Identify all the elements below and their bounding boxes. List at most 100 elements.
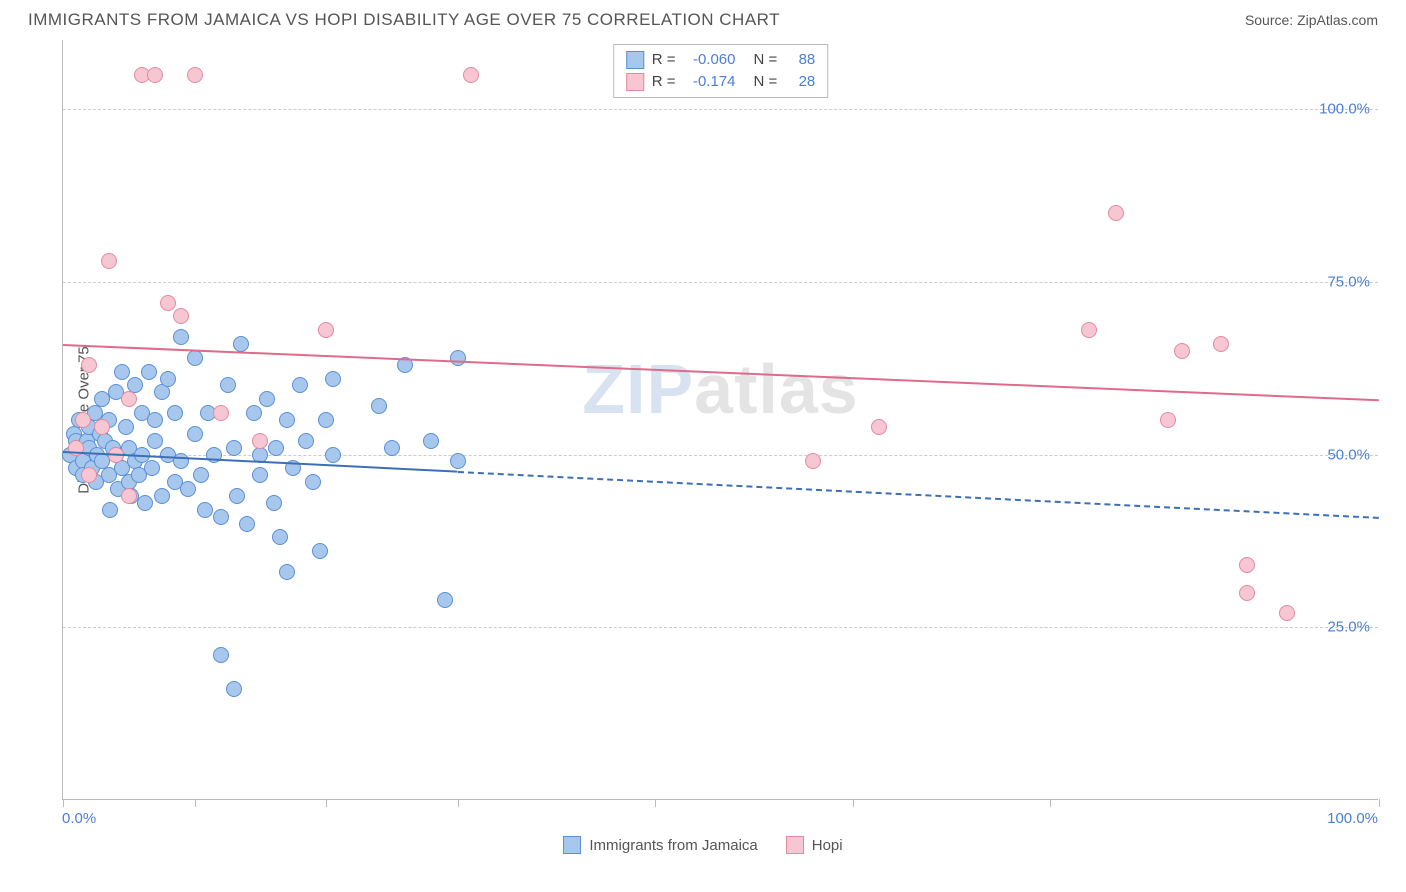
- scatter-point: [292, 377, 308, 393]
- legend-label: Hopi: [812, 837, 843, 854]
- scatter-point: [229, 488, 245, 504]
- scatter-point: [167, 405, 183, 421]
- x-tick: [458, 799, 459, 807]
- gridline-h: [63, 627, 1378, 628]
- scatter-point: [102, 502, 118, 518]
- scatter-point: [325, 447, 341, 463]
- scatter-point: [871, 419, 887, 435]
- x-tick-label-min: 0.0%: [62, 810, 96, 827]
- scatter-point: [121, 488, 137, 504]
- scatter-point: [101, 253, 117, 269]
- scatter-point: [450, 453, 466, 469]
- stats-row: R =-0.174N =28: [626, 71, 816, 93]
- scatter-point: [173, 329, 189, 345]
- scatter-point: [118, 419, 134, 435]
- y-tick-label: 50.0%: [1327, 446, 1370, 463]
- x-tick: [326, 799, 327, 807]
- scatter-point: [154, 488, 170, 504]
- legend-bottom: Immigrants from Jamaica Hopi: [0, 836, 1406, 854]
- x-tick: [1050, 799, 1051, 807]
- trend-line-dashed: [458, 471, 1379, 519]
- watermark: ZIPatlas: [582, 349, 858, 429]
- scatter-point: [197, 502, 213, 518]
- scatter-point: [213, 405, 229, 421]
- scatter-point: [1081, 322, 1097, 338]
- stats-n-value: 88: [785, 49, 815, 71]
- watermark-left: ZIP: [582, 350, 694, 428]
- scatter-point: [298, 433, 314, 449]
- stats-r-value: -0.060: [684, 49, 736, 71]
- stats-legend-box: R = -0.060 N = 88R =-0.174N =28: [613, 44, 829, 98]
- scatter-point: [318, 412, 334, 428]
- title-bar: IMMIGRANTS FROM JAMAICA VS HOPI DISABILI…: [0, 0, 1406, 36]
- scatter-point: [268, 440, 284, 456]
- scatter-point: [371, 398, 387, 414]
- scatter-point: [187, 350, 203, 366]
- scatter-point: [233, 336, 249, 352]
- stats-n-value: 28: [785, 71, 815, 93]
- scatter-point: [220, 377, 236, 393]
- y-tick-label: 100.0%: [1319, 101, 1370, 118]
- scatter-point: [180, 481, 196, 497]
- scatter-point: [312, 543, 328, 559]
- scatter-point: [147, 433, 163, 449]
- x-tick-label-max: 100.0%: [1327, 810, 1378, 827]
- scatter-point: [266, 495, 282, 511]
- gridline-h: [63, 109, 1378, 110]
- gridline-h: [63, 282, 1378, 283]
- y-tick-label: 75.0%: [1327, 273, 1370, 290]
- scatter-point: [187, 67, 203, 83]
- scatter-point: [252, 433, 268, 449]
- scatter-point: [463, 67, 479, 83]
- scatter-point: [121, 391, 137, 407]
- legend-swatch: [626, 73, 644, 91]
- scatter-point: [1160, 412, 1176, 428]
- scatter-point: [1108, 205, 1124, 221]
- scatter-point: [213, 647, 229, 663]
- chart-area: Disability Age Over 75 ZIPatlas R =-0.06…: [40, 40, 1378, 800]
- scatter-point: [325, 371, 341, 387]
- x-tick: [655, 799, 656, 807]
- legend-swatch: [563, 836, 581, 854]
- scatter-point: [272, 529, 288, 545]
- scatter-point: [279, 564, 295, 580]
- scatter-point: [1213, 336, 1229, 352]
- scatter-point: [81, 467, 97, 483]
- x-tick: [195, 799, 196, 807]
- scatter-point: [1279, 605, 1295, 621]
- chart-title: IMMIGRANTS FROM JAMAICA VS HOPI DISABILI…: [28, 10, 780, 30]
- scatter-point: [141, 364, 157, 380]
- scatter-point: [384, 440, 400, 456]
- stats-r-label: R =: [652, 49, 676, 71]
- scatter-point: [147, 67, 163, 83]
- legend-item: Immigrants from Jamaica: [563, 836, 757, 854]
- scatter-point: [805, 453, 821, 469]
- scatter-point: [137, 495, 153, 511]
- scatter-point: [423, 433, 439, 449]
- scatter-point: [94, 419, 110, 435]
- plot-region: ZIPatlas R = -0.060 N = 88R =-0.174N =28 25…: [62, 40, 1378, 800]
- source-label: Source: ZipAtlas.com: [1245, 12, 1378, 28]
- y-tick-label: 25.0%: [1327, 619, 1370, 636]
- stats-n-label: N =: [754, 49, 778, 71]
- x-tick: [853, 799, 854, 807]
- scatter-point: [279, 412, 295, 428]
- scatter-point: [160, 295, 176, 311]
- legend-item: Hopi: [786, 836, 843, 854]
- scatter-point: [450, 350, 466, 366]
- scatter-point: [1239, 557, 1255, 573]
- scatter-point: [114, 364, 130, 380]
- scatter-point: [226, 681, 242, 697]
- scatter-point: [213, 509, 229, 525]
- scatter-point: [154, 384, 170, 400]
- scatter-point: [160, 371, 176, 387]
- scatter-point: [147, 412, 163, 428]
- watermark-right: atlas: [694, 350, 859, 428]
- stats-row: R = -0.060 N = 88: [626, 49, 816, 71]
- stats-r-label: R =: [652, 71, 676, 93]
- legend-swatch: [786, 836, 804, 854]
- scatter-point: [1239, 585, 1255, 601]
- scatter-point: [187, 426, 203, 442]
- x-tick: [63, 799, 64, 807]
- scatter-point: [75, 412, 91, 428]
